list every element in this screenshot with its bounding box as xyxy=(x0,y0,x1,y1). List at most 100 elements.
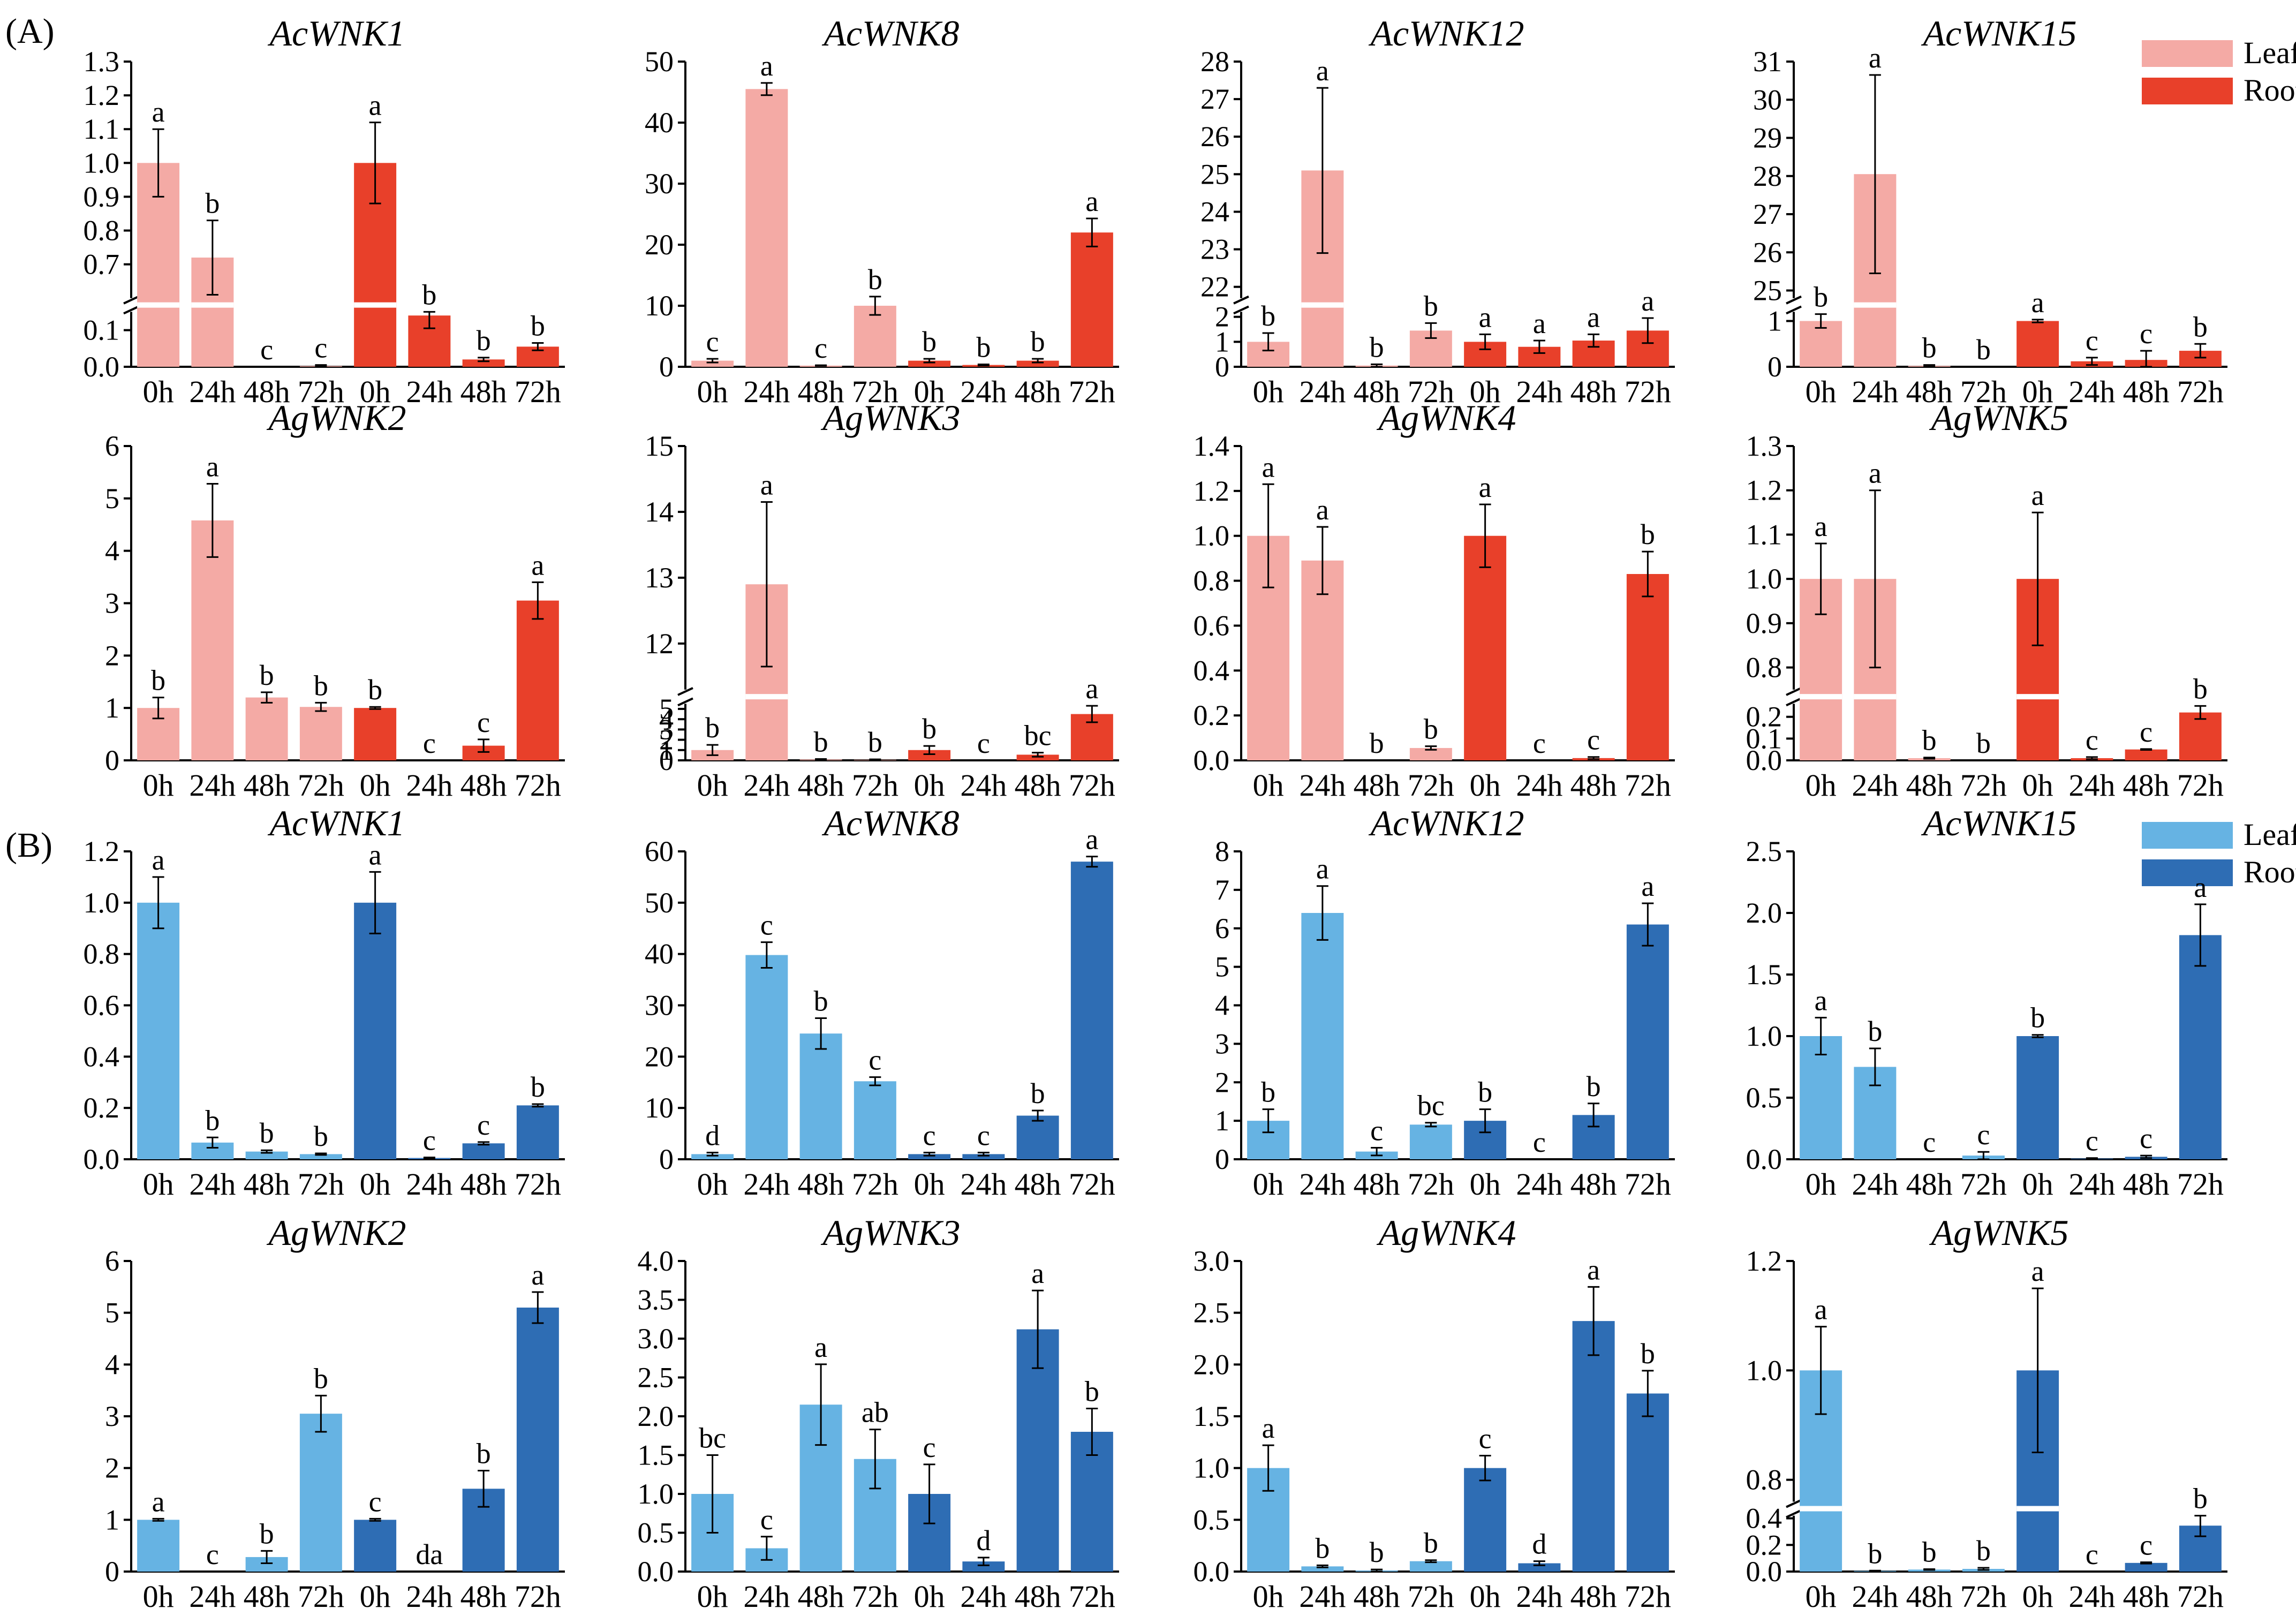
root-bar xyxy=(2016,1036,2059,1159)
x-tick-label: 0h xyxy=(1806,1167,1837,1202)
axis-break-mark xyxy=(1786,1509,1802,1519)
y-tick-label: 3.0 xyxy=(638,1323,674,1355)
significance-label: b xyxy=(1370,727,1384,759)
legend-a-root-label: Root xyxy=(2244,73,2296,108)
significance-label: c xyxy=(706,326,719,358)
x-tick-label: 24h xyxy=(189,1579,236,1614)
x-tick-label: 72h xyxy=(298,768,344,803)
significance-label: a xyxy=(1316,494,1329,526)
x-tick-label: 72h xyxy=(515,1579,561,1614)
leaf-bar xyxy=(799,1033,842,1159)
chart-title: AgWNK4 xyxy=(1377,397,1516,438)
y-tick-label: 4 xyxy=(1215,990,1229,1022)
x-tick-label: 0h xyxy=(360,1167,391,1202)
x-tick-label: 48h xyxy=(2123,1167,2170,1202)
x-tick-label: 0h xyxy=(914,374,945,409)
x-tick-label: 24h xyxy=(1299,768,1346,803)
x-tick-label: 72h xyxy=(2177,1579,2224,1614)
y-tick-label: 1 xyxy=(1215,326,1229,358)
root-bar xyxy=(1626,1393,1669,1572)
y-tick-label: 25 xyxy=(1200,158,1229,190)
significance-label: b xyxy=(922,713,936,745)
chart-b-agwnk4: AgWNK40.00.51.01.52.02.53.0a0hb24hb48hb7… xyxy=(1194,1212,1675,1614)
chart-a-agwnk2: AgWNK2 0 1 2 3 4 5 6 b 0h a 24h b 48h b 72h b 0h c 24h c 48h a… xyxy=(105,397,565,803)
significance-label: c xyxy=(2086,324,2098,357)
root-bar xyxy=(908,750,951,760)
legend-a-root-swatch xyxy=(2142,78,2233,104)
y-tick-label: 3 xyxy=(659,713,674,745)
x-tick-label: 72h xyxy=(1408,1579,1454,1614)
y-tick-label: 28 xyxy=(1753,160,1782,192)
y-tick-label: 0.0 xyxy=(1194,744,1230,776)
chart-b-agwnk3: AgWNK30.00.51.01.52.02.53.03.54.0bc0hc24… xyxy=(638,1212,1119,1614)
axis-break-mark xyxy=(1786,305,1802,315)
x-tick-label: 72h xyxy=(852,1167,898,1202)
y-tick-label: 1.2 xyxy=(84,79,120,111)
legend-a-leaf-swatch xyxy=(2142,40,2233,67)
x-tick-label: 24h xyxy=(1299,1167,1346,1202)
y-tick-label: 3.5 xyxy=(638,1284,674,1316)
significance-label: b xyxy=(1922,1536,1937,1568)
significance-label: b xyxy=(1641,1338,1655,1370)
significance-label: a xyxy=(814,1331,827,1363)
y-tick-label: 20 xyxy=(645,229,674,261)
significance-label: a xyxy=(1815,1294,1827,1326)
x-tick-label: 24h xyxy=(406,374,452,409)
significance-label: a xyxy=(1316,55,1329,87)
y-tick-label: 1 xyxy=(659,734,674,766)
legend-b-leaf-swatch xyxy=(2142,822,2233,849)
y-tick-label: 3 xyxy=(105,587,119,620)
significance-label: c xyxy=(1533,1126,1546,1158)
y-tick-label: 1.0 xyxy=(1746,1354,1783,1386)
x-tick-label: 24h xyxy=(189,1167,236,1202)
significance-label: a xyxy=(1085,824,1098,856)
y-tick-label: 0.0 xyxy=(1746,1555,1783,1588)
x-tick-label: 48h xyxy=(798,374,844,409)
y-tick-label: 30 xyxy=(645,168,674,200)
leaf-bar xyxy=(1301,913,1344,1159)
x-tick-label: 24h xyxy=(960,1579,1007,1614)
significance-label: c xyxy=(1587,724,1600,756)
significance-label: b xyxy=(260,1117,274,1149)
x-tick-label: 0h xyxy=(143,1167,174,1202)
leaf-bar xyxy=(1800,1036,1842,1159)
x-tick-label: 72h xyxy=(1960,1579,2007,1614)
y-tick-label: 0.0 xyxy=(638,1555,674,1588)
leaf-bar xyxy=(299,707,342,760)
significance-label: d xyxy=(1532,1528,1546,1560)
x-tick-label: 24h xyxy=(2068,768,2115,803)
leaf-bar xyxy=(1301,1566,1344,1572)
significance-label: b xyxy=(1922,724,1937,757)
significance-label: a xyxy=(2031,286,2044,319)
y-tick-label: 0 xyxy=(659,351,674,383)
leaf-bar xyxy=(854,306,896,367)
y-tick-label: 1 xyxy=(105,1504,119,1536)
significance-label: b xyxy=(922,326,936,358)
significance-label: b xyxy=(1031,1077,1045,1109)
significance-label: bc xyxy=(699,1422,726,1454)
root-bar xyxy=(1464,1468,1507,1572)
x-tick-label: 24h xyxy=(1852,768,1898,803)
significance-label: b xyxy=(1814,281,1828,313)
root-bar xyxy=(1016,1329,1059,1572)
y-tick-label: 6 xyxy=(105,430,119,462)
chart-title: AgWNK2 xyxy=(267,1212,406,1253)
x-tick-label: 24h xyxy=(1852,1167,1898,1202)
x-tick-label: 72h xyxy=(1960,768,2007,803)
y-tick-label: 25 xyxy=(1753,275,1782,307)
x-tick-label: 72h xyxy=(515,374,561,409)
y-tick-label: 27 xyxy=(1200,83,1229,115)
x-tick-label: 72h xyxy=(298,374,344,409)
x-tick-label: 24h xyxy=(406,768,452,803)
root-bar xyxy=(516,1105,559,1159)
x-tick-label: 72h xyxy=(515,1167,561,1202)
x-tick-label: 0h xyxy=(2022,1167,2053,1202)
chart-a-acwnk12: AcWNK1201222232425262728b0ha24hb48hb72ha… xyxy=(1200,13,1675,409)
significance-label: b xyxy=(477,1438,491,1470)
y-tick-label: 1.2 xyxy=(84,835,120,867)
y-tick-label: 40 xyxy=(645,938,674,970)
chart-a-agwnk5: AgWNK5 0.00.10.2 0.8 0.9 1.0 1.1 1.2 1.3 a 0h a 24h… xyxy=(1746,397,2227,803)
y-tick-label: 30 xyxy=(645,990,674,1022)
y-tick-label: 1.1 xyxy=(84,113,120,145)
significance-label: a xyxy=(369,839,382,871)
